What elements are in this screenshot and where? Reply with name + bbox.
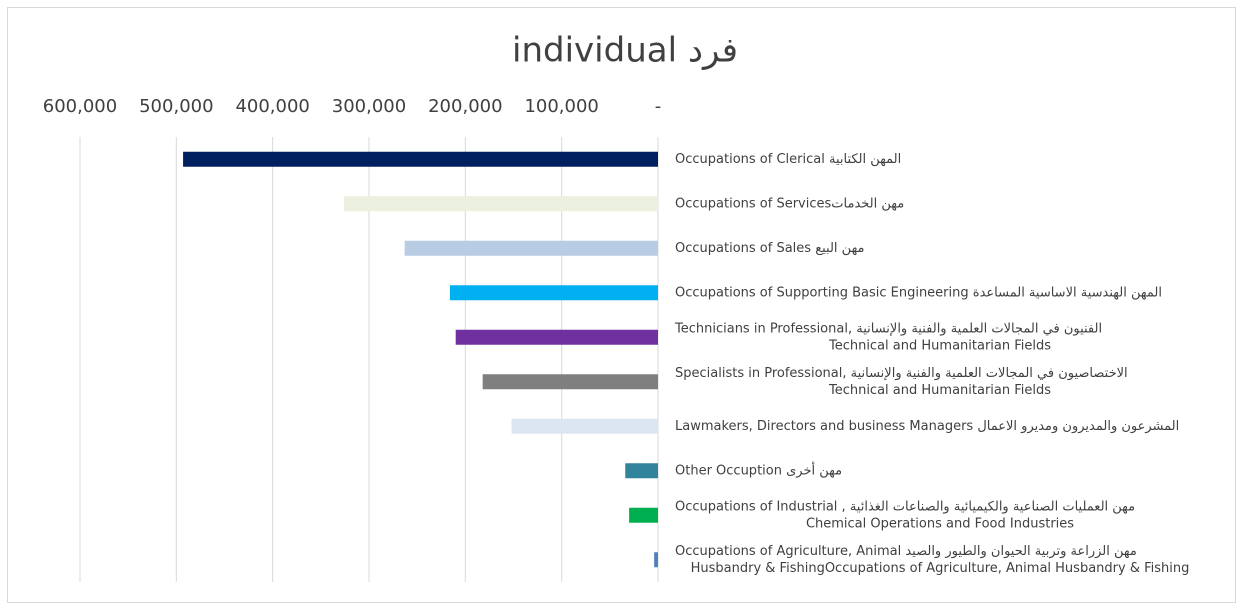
category-line: Occupations of Supporting Basic Engineer… bbox=[675, 285, 1162, 300]
bar bbox=[449, 285, 658, 301]
x-tick-label: 400,000 bbox=[235, 96, 309, 117]
category-line: Other Occuption مهن أخرى bbox=[675, 461, 842, 478]
category-label: Occupations of Industrial , مهن العمليات… bbox=[675, 499, 1135, 531]
bar bbox=[404, 240, 658, 256]
category-line: Specialists in Professional, الاختصاصيون… bbox=[675, 366, 1128, 381]
bar bbox=[482, 374, 658, 390]
category-label: Occupations of Supporting Basic Engineer… bbox=[675, 285, 1162, 300]
x-tick-label: 500,000 bbox=[139, 96, 213, 117]
category-line: Occupations of Clerical المهن الكتابية bbox=[675, 152, 901, 167]
x-tick-label: - bbox=[655, 96, 662, 117]
category-label: Occupations of Clerical المهن الكتابية bbox=[675, 152, 901, 167]
bar bbox=[343, 196, 658, 212]
x-tick-label: 300,000 bbox=[332, 96, 406, 117]
category-line: Lawmakers, Directors and business Manage… bbox=[675, 419, 1179, 434]
category-line: Occupations of Sales مهن البيع bbox=[675, 241, 865, 256]
category-line: Husbandry & FishingOccupations of Agricu… bbox=[691, 561, 1190, 576]
category-line: Technicians in Professional, الفنيون في … bbox=[674, 321, 1102, 336]
category-line: Technical and Humanitarian Fields bbox=[828, 338, 1051, 353]
bar bbox=[629, 507, 658, 523]
category-line: Occupations of Agriculture, Animal مهن ا… bbox=[675, 544, 1137, 559]
x-tick-label: 200,000 bbox=[428, 96, 502, 117]
bar bbox=[654, 552, 658, 568]
x-tick-label: 100,000 bbox=[524, 96, 598, 117]
category-label: Specialists in Professional, الاختصاصيون… bbox=[675, 366, 1128, 398]
category-label: Lawmakers, Directors and business Manage… bbox=[675, 419, 1179, 434]
chart-border bbox=[7, 7, 1236, 603]
bar bbox=[511, 418, 658, 434]
category-label: Occupations of Servicesمهن الخدمات bbox=[675, 196, 904, 211]
x-tick-label: 600,000 bbox=[43, 96, 117, 117]
category-label: Other Occuption مهن أخرى bbox=[675, 461, 842, 478]
bar bbox=[625, 463, 658, 479]
category-label: Occupations of Agriculture, Animal مهن ا… bbox=[675, 544, 1189, 576]
category-line: Chemical Operations and Food Industries bbox=[806, 516, 1074, 531]
category-label: Technicians in Professional, الفنيون في … bbox=[674, 321, 1102, 353]
bar bbox=[455, 329, 658, 345]
category-line: Occupations of Industrial , مهن العمليات… bbox=[675, 499, 1135, 514]
chart-title: individual فرد bbox=[512, 31, 738, 71]
bar bbox=[183, 151, 658, 167]
category-line: Occupations of Servicesمهن الخدمات bbox=[675, 196, 904, 211]
category-label: Occupations of Sales مهن البيع bbox=[675, 241, 865, 256]
category-line: Technical and Humanitarian Fields bbox=[828, 383, 1051, 398]
